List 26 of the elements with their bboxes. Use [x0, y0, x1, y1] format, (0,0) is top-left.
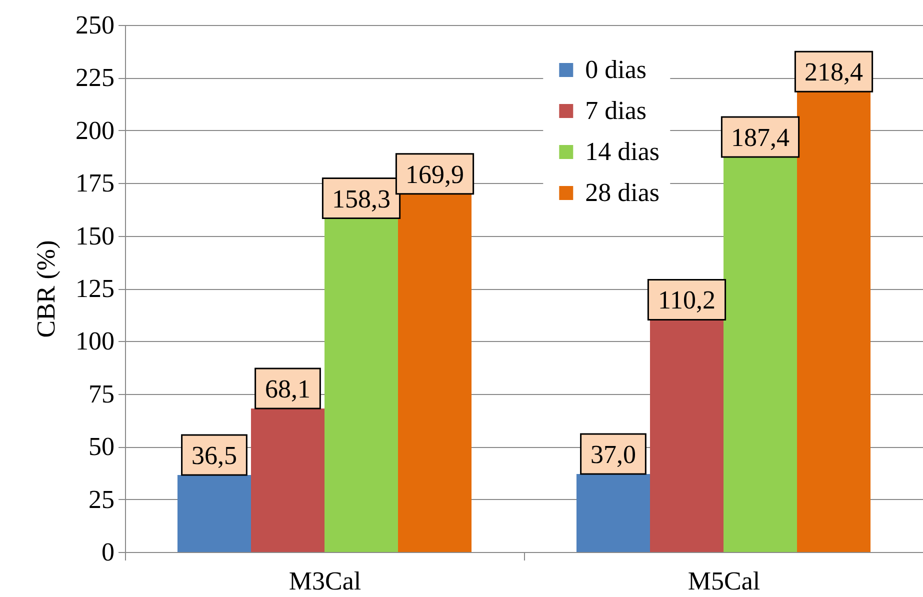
legend-label: 0 dias	[585, 55, 647, 84]
legend-label: 7 dias	[585, 96, 647, 125]
data-label: 110,2	[658, 286, 716, 315]
data-label: 218,4	[804, 58, 864, 87]
y-tick-label: 150	[76, 221, 114, 250]
y-tick-label: 225	[76, 63, 114, 92]
x-tick-label: M3Cal	[288, 566, 362, 596]
x-tick-label: M5Cal	[688, 566, 760, 596]
legend-label: 28 dias	[585, 178, 660, 207]
y-tick-label: 125	[76, 274, 114, 303]
y-tick-label: 0	[102, 538, 114, 566]
data-label: 37,0	[590, 440, 636, 470]
y-axis-title: CBR (%)	[32, 240, 60, 338]
y-tick-label: 25	[88, 484, 114, 514]
data-label: 187,4	[731, 122, 790, 152]
y-tick-label: 175	[76, 168, 114, 198]
data-label: 158,3	[332, 184, 391, 214]
data-label: 36,5	[191, 441, 237, 470]
legend-label: 14 dias	[585, 137, 660, 166]
y-tick-label: 50	[88, 432, 114, 462]
y-tick-label: 200	[76, 116, 114, 145]
data-label: 68,1	[264, 374, 310, 404]
data-label: 169,9	[406, 160, 464, 189]
y-tick-label: 75	[88, 379, 114, 408]
y-tick-label: 100	[76, 326, 114, 356]
y-tick-label: 250	[76, 10, 114, 40]
